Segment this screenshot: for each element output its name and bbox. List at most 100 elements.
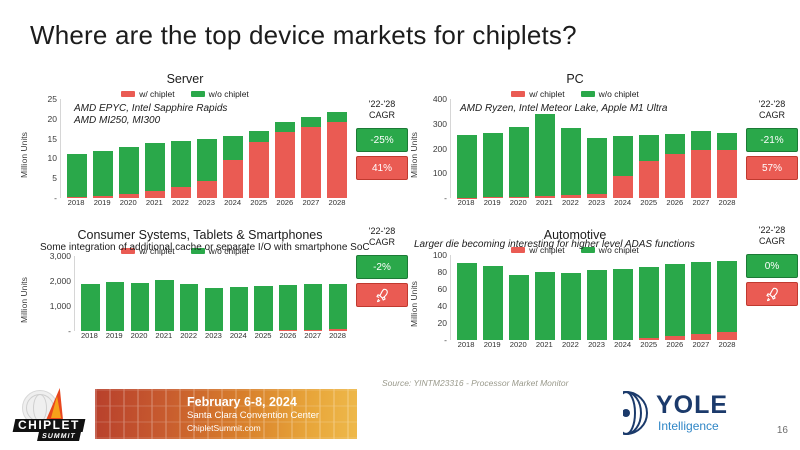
bar-segment-with-chiplet <box>535 195 555 198</box>
x-tick-label: 2028 <box>329 331 346 340</box>
cagr-value-with-chiplet-pc: 57% <box>746 156 798 180</box>
stacked-bar <box>279 284 298 331</box>
y-tick-label: 200 <box>432 143 447 154</box>
y-axis-title-automotive: Million Units <box>409 281 419 327</box>
y-axis-title-server: Million Units <box>19 132 29 178</box>
event-date: February 6-8, 2024 <box>187 395 297 409</box>
x-tick-label: 2024 <box>224 198 242 207</box>
stacked-bar <box>509 127 529 198</box>
legend-label-without-chiplet: w/o chiplet <box>208 246 249 256</box>
bar-segment-without-chiplet <box>81 283 100 331</box>
bar-segment-without-chiplet <box>587 138 607 195</box>
bar-segment-without-chiplet <box>691 131 711 150</box>
x-tick-label: 2025 <box>254 331 272 340</box>
bar-column <box>454 99 480 198</box>
cagr-block-pc: '22-'28 CAGR -21% 57% <box>744 99 800 211</box>
y-tick-label: 300 <box>432 118 447 129</box>
event-banner[interactable]: February 6-8, 2024 Santa Clara Conventio… <box>95 389 357 439</box>
stacked-bar <box>561 272 581 340</box>
cagr-header-line2: CAGR <box>368 110 395 120</box>
stacked-bar <box>691 262 711 340</box>
x-tick-label: 2025 <box>640 340 658 349</box>
y-axis-ticks-automotive: - 20 40 60 80 100 <box>420 250 450 353</box>
bar-segment-without-chiplet <box>639 134 659 161</box>
bar-segment-without-chiplet <box>483 266 503 340</box>
cagr-header-line1: '22-'28 <box>368 226 396 236</box>
legend-swatch-with-chiplet <box>511 91 526 97</box>
bar-segment-without-chiplet <box>691 262 711 334</box>
stacked-bar <box>535 272 555 340</box>
bar-segment-with-chiplet <box>303 329 323 331</box>
x-tick-label: 2021 <box>535 340 553 349</box>
page-number: 16 <box>776 425 788 436</box>
bar-column <box>90 99 116 198</box>
chart-title-pc: PC <box>566 72 584 86</box>
stacked-bar <box>328 283 347 331</box>
event-url[interactable]: ChipletSummit.com <box>187 423 261 433</box>
x-tick-label: 2022 <box>561 198 579 207</box>
stacked-bar <box>180 284 199 331</box>
bar-column <box>272 99 298 198</box>
y-tick-label: 20 <box>437 318 447 328</box>
bar-segment-with-chiplet <box>665 335 685 340</box>
x-tick-label: 2027 <box>304 331 322 340</box>
bar-segment-with-chiplet <box>587 194 607 198</box>
yole-tagline: Intelligence <box>658 419 719 433</box>
bar-column <box>168 99 194 198</box>
x-tick-label: 2024 <box>614 198 632 207</box>
bar-segment-with-chiplet <box>328 329 347 331</box>
legend-item-without-chiplet: w/o chiplet <box>190 89 249 99</box>
bar-segment-without-chiplet <box>613 268 633 340</box>
bar-segment-without-chiplet <box>483 132 503 198</box>
bar-segment-with-chiplet <box>249 142 269 198</box>
y-tick-label: 1,000 <box>49 301 71 311</box>
stacked-bar <box>81 283 100 331</box>
cagr-header-line2: CAGR <box>758 110 785 120</box>
y-tick-label: 400 <box>432 94 447 104</box>
bar-segment-without-chiplet <box>105 282 125 331</box>
yole-name: YOLE <box>656 391 729 419</box>
x-tick-label: 2019 <box>483 198 501 207</box>
bar-segment-with-chiplet <box>509 196 529 198</box>
x-tick-label: 2026 <box>666 340 684 349</box>
cagr-header-line2: CAGR <box>758 236 785 246</box>
bar-segment-without-chiplet <box>457 262 477 340</box>
bar-segment-without-chiplet <box>665 134 685 154</box>
x-tick-label: 2022 <box>561 340 579 349</box>
plot-area-consumer: Million Units -1,000 2,000 3,000 Some inte… <box>18 242 370 344</box>
bar-column <box>610 255 636 340</box>
legend-label-with-chiplet: w/ chiplet <box>139 89 175 99</box>
bar-column <box>480 255 506 340</box>
bar-segment-without-chiplet <box>204 287 224 331</box>
x-tick-label: 2022 <box>180 331 198 340</box>
x-tick-label: 2018 <box>67 198 85 207</box>
bar-segment-with-chiplet <box>639 160 659 198</box>
y-axis-ticks-pc: - 100 200 300 400 <box>420 94 450 211</box>
bar-segment-with-chiplet <box>665 153 685 198</box>
bar-column <box>177 256 202 331</box>
x-tick-label: 2027 <box>692 198 710 207</box>
chiplet-summit-submark: SUMMIT <box>37 432 81 441</box>
y-tick-label: - <box>68 326 71 336</box>
y-tick-label: 2,000 <box>49 276 71 286</box>
x-axis-labels-pc: 2018 2019 2020 2021 2022 2023 2024 2025 2026 2027… <box>453 198 740 211</box>
x-tick-label: 2020 <box>119 198 137 207</box>
bar-segment-without-chiplet <box>665 264 685 336</box>
plot-area-automotive: Million Units -20 40 60 80 100 Larger die be… <box>408 239 740 353</box>
stacked-bar <box>483 132 503 198</box>
chart-panel-consumer: Consumer Systems, Tablets & Smartphones … <box>18 226 410 368</box>
bar-column <box>116 99 142 198</box>
bar-column <box>688 99 714 198</box>
bar-segment-without-chiplet <box>587 270 607 340</box>
bar-segment-without-chiplet <box>717 133 737 150</box>
x-tick-label: 2021 <box>535 198 553 207</box>
x-tick-label: 2021 <box>145 198 163 207</box>
yole-logo: YOLE Intelligence <box>598 386 788 440</box>
bar-segment-with-chiplet <box>561 195 581 198</box>
y-tick-label: 5 <box>52 173 57 184</box>
y-tick-label: 25 <box>47 94 57 104</box>
bar-segment-with-chiplet <box>119 194 139 198</box>
bar-column <box>324 99 350 198</box>
y-tick-label: - <box>444 335 447 345</box>
bar-segment-without-chiplet <box>275 122 295 133</box>
